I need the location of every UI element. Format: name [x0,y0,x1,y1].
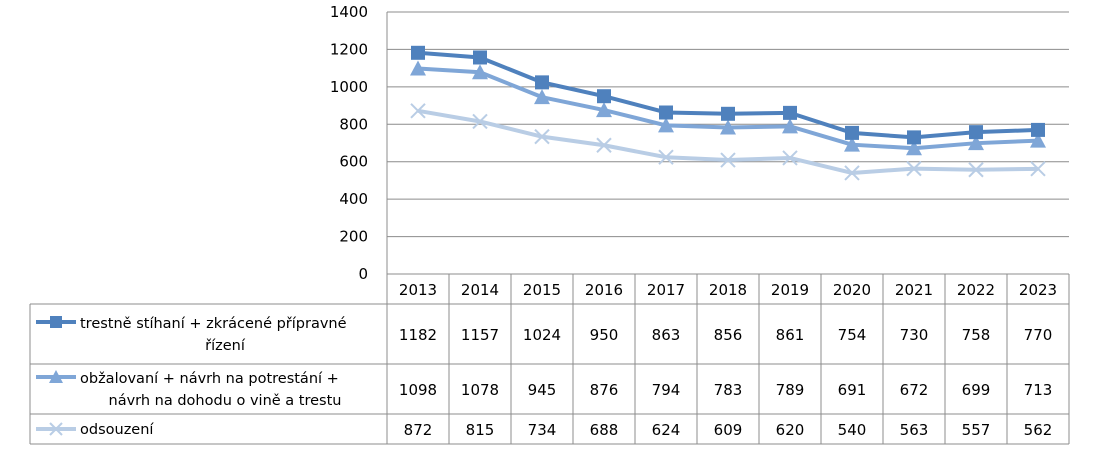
legend-key-marker [49,370,63,383]
y-tick-label: 0 [358,265,368,283]
data-point [721,106,735,121]
data-point [658,149,674,165]
legend-label: řízení [205,338,246,354]
y-tick-label: 600 [339,153,368,171]
data-point [473,50,487,65]
legend-key-marker [49,422,63,436]
legend-label: odsouzení [80,422,154,438]
data-point [968,135,984,151]
data-point [782,118,798,134]
table-value: 1157 [461,326,499,344]
data-point [534,89,550,105]
y-tick-label: 1200 [330,40,368,58]
x-tick-label: 2021 [895,281,933,299]
legend-label: obžalovaní + návrh na potrestání + [80,371,339,387]
data-point [596,102,612,118]
table-value: 672 [900,381,929,399]
legend-label: trestně stíhaní + zkrácené přípravné [80,316,347,332]
legend-key-marker [50,316,62,328]
data-point [596,137,612,153]
table-value: 1024 [523,326,561,344]
x-tick-label: 2018 [709,281,747,299]
table-value: 734 [528,421,557,439]
legend-label: návrh na dohodu o vině a trestu [109,393,342,409]
data-point [783,105,797,120]
x-tick-label: 2013 [399,281,437,299]
table-value: 754 [838,326,867,344]
data-point [1030,161,1046,177]
y-axis-tick-labels: 0 200 400 600 800 1000 1200 1400 [330,3,368,283]
data-point [782,150,798,166]
data-point [968,162,984,178]
table-value: 789 [776,381,805,399]
table-value: 783 [714,381,743,399]
data-point [535,75,549,90]
table-value: 624 [652,421,681,439]
data-point [1030,132,1046,148]
data-point [597,89,611,104]
table-value: 758 [962,326,991,344]
table-value: 872 [404,421,433,439]
table-value: 950 [590,326,619,344]
data-point [411,45,425,60]
series-lines [410,45,1046,181]
data-point [720,152,736,168]
data-point [658,117,674,133]
table-value: 713 [1024,381,1053,399]
x-tick-label: 2015 [523,281,561,299]
data-point [907,130,921,145]
table-value: 688 [590,421,619,439]
data-point [659,105,673,120]
y-tick-label: 200 [339,228,368,246]
data-point [534,128,550,145]
table-value: 945 [528,381,557,399]
table-value: 1078 [461,381,499,399]
y-tick-label: 800 [339,115,368,133]
y-tick-label: 400 [339,190,368,208]
table-value: 699 [962,381,991,399]
data-point [410,103,426,119]
data-point [845,125,859,140]
data-point [906,160,922,177]
table-value: 562 [1024,421,1053,439]
table-value: 563 [900,421,929,439]
table-value: 863 [652,326,681,344]
x-tick-label: 2017 [647,281,685,299]
table-value: 815 [466,421,495,439]
data-table: 2013 2014 2015 2016 2017 2018 2019 2020 2021 2022… [29,273,1070,445]
y-tick-label: 1000 [330,78,368,96]
table-value: 730 [900,326,929,344]
table-value: 1098 [399,381,437,399]
table-value: 620 [776,421,805,439]
x-tick-label: 2022 [957,281,995,299]
table-value: 609 [714,421,743,439]
x-tick-label: 2019 [771,281,809,299]
table-value: 856 [714,326,743,344]
table-value: 794 [652,381,681,399]
table-value: 540 [838,421,867,439]
table-value: 1182 [399,326,437,344]
table-value: 876 [590,381,619,399]
data-point [1031,122,1045,137]
table-value: 557 [962,421,991,439]
x-tick-label: 2020 [833,281,871,299]
data-point [720,119,736,135]
y-tick-label: 1400 [330,3,368,21]
x-tick-label: 2016 [585,281,623,299]
x-tick-label: 2014 [461,281,499,299]
data-point [472,64,488,80]
data-point [844,165,860,181]
data-point [410,60,426,76]
data-point [472,113,488,130]
x-tick-label: 2023 [1019,281,1057,299]
table-value: 861 [776,326,805,344]
table-value: 770 [1024,326,1053,344]
data-point [906,140,922,156]
table-value: 691 [838,381,867,399]
data-point [969,125,983,140]
data-point [844,136,860,152]
